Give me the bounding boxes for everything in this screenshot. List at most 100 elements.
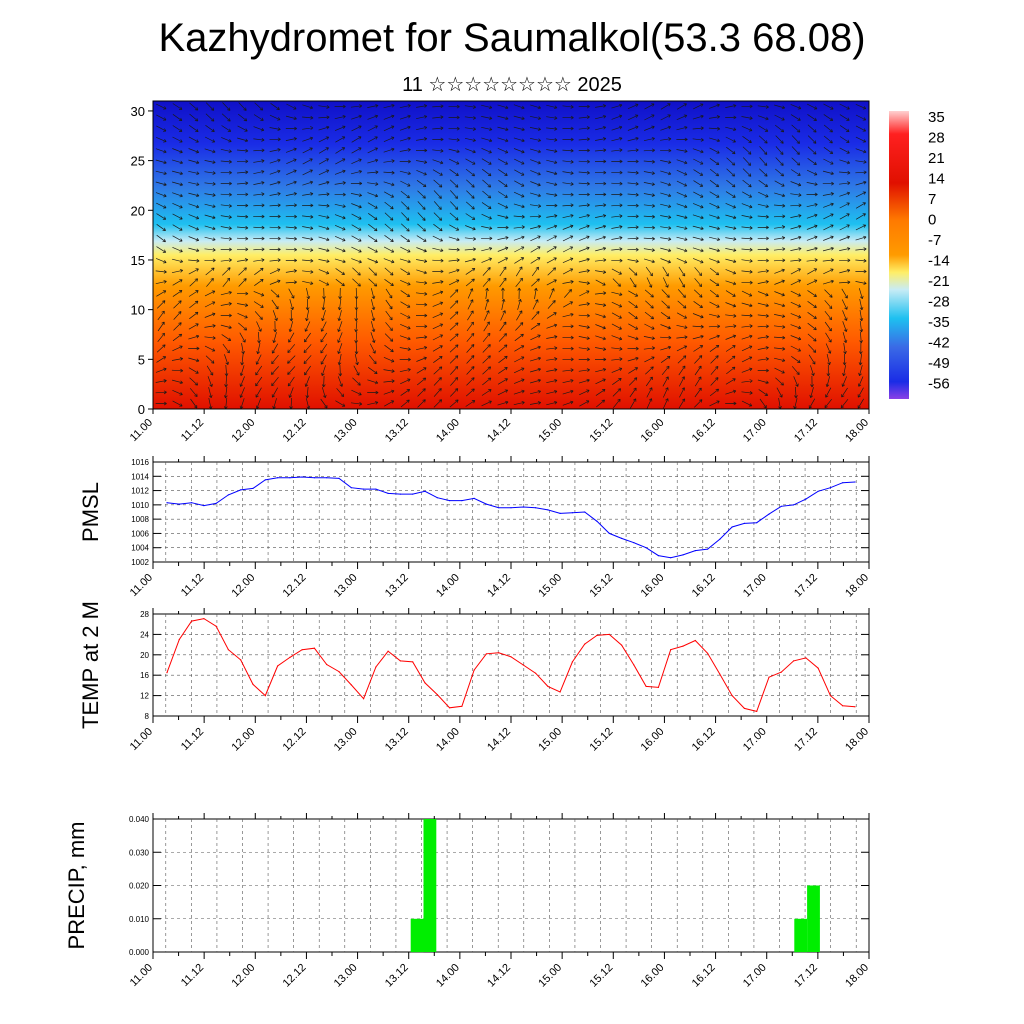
precip-x-tick-label: 15.12	[587, 962, 615, 990]
wind-arrow	[466, 179, 475, 188]
wind-arrow	[774, 225, 786, 229]
wind-arrow	[400, 389, 411, 396]
wind-arrow	[188, 148, 200, 154]
wind-arrow	[578, 336, 590, 340]
wind-arrow	[627, 335, 639, 341]
pmsl-x-tick-label: 15.00	[536, 572, 564, 600]
wind-arrow	[354, 342, 359, 355]
wind-arrow	[741, 400, 753, 407]
wind-arrow	[859, 331, 863, 344]
wind-arrow	[172, 235, 183, 242]
wind-arrow	[156, 202, 167, 209]
wind-arrow	[627, 159, 639, 164]
wind-arrow	[433, 355, 443, 363]
wind-arrow	[516, 310, 523, 321]
wind-arrow	[497, 257, 509, 264]
wind-arrow	[757, 269, 769, 273]
pmsl-x-tick-label: 13.12	[383, 572, 411, 600]
wind-arrow	[338, 287, 342, 300]
wind-arrow	[449, 289, 459, 298]
wind-arrow	[367, 182, 379, 186]
heatmap-x-tick-label: 14.12	[485, 417, 513, 445]
pmsl-point	[829, 487, 832, 489]
wind-arrow	[450, 190, 459, 199]
wind-arrow	[416, 235, 427, 242]
wind-arrow	[839, 202, 850, 209]
wind-arrow	[305, 298, 310, 311]
temp-point	[682, 645, 684, 647]
wind-arrow	[204, 236, 216, 242]
wind-arrow	[204, 345, 216, 352]
temperature-field	[153, 101, 869, 409]
colorbar-label: 0	[928, 212, 936, 229]
wind-arrow	[401, 212, 410, 221]
wind-arrow	[370, 299, 376, 311]
wind-arrow	[823, 268, 834, 275]
wind-arrow	[594, 291, 607, 295]
wind-arrow	[859, 310, 864, 322]
wind-arrow	[172, 379, 183, 385]
wind-arrow	[741, 290, 753, 297]
wind-arrow	[627, 356, 639, 362]
wind-arrow	[465, 278, 475, 287]
wind-arrow	[595, 137, 607, 141]
wind-arrow	[628, 301, 638, 309]
wind-arrow	[205, 125, 215, 133]
wind-arrow	[334, 114, 346, 120]
wind-arrow	[269, 268, 281, 275]
wind-arrow	[269, 236, 281, 241]
wind-arrow	[155, 136, 167, 143]
heatmap-x-tick-label: 12.00	[229, 417, 257, 445]
wind-arrow	[775, 135, 784, 144]
wind-arrow	[416, 180, 427, 188]
wind-arrow	[236, 247, 249, 252]
wind-arrow	[303, 344, 312, 354]
wind-arrow	[318, 225, 330, 231]
wind-arrow	[204, 136, 216, 143]
wind-arrow	[611, 301, 623, 308]
temp-x-tick-label: 16.00	[639, 726, 667, 754]
wind-arrow	[839, 247, 851, 251]
wind-arrow	[253, 291, 265, 297]
pmsl-y-axis-label: PMSL	[78, 482, 103, 542]
wind-arrow	[172, 125, 183, 132]
wind-arrow	[399, 170, 411, 176]
wind-arrow	[757, 335, 769, 339]
wind-arrow	[809, 387, 814, 399]
wind-arrow	[286, 169, 297, 176]
wind-arrow	[399, 258, 411, 264]
wind-arrow	[708, 126, 721, 131]
temp-x-tick-label: 11.12	[179, 726, 206, 753]
wind-arrow	[757, 291, 769, 297]
precip-grid	[153, 819, 869, 952]
wind-arrow	[155, 280, 167, 285]
wind-arrow	[156, 356, 167, 363]
wind-arrow	[302, 215, 314, 219]
wind-arrow	[644, 114, 655, 121]
wind-arrow	[351, 224, 362, 231]
wind-arrow	[237, 137, 249, 143]
wind-arrow	[254, 311, 263, 320]
wind-arrow	[741, 367, 753, 373]
wind-arrow	[385, 322, 393, 332]
wind-arrow	[578, 281, 590, 285]
wind-arrow	[629, 387, 637, 398]
wind-arrow	[676, 345, 688, 352]
wind-arrow	[285, 258, 297, 263]
wind-arrow	[791, 135, 800, 144]
wind-arrow	[709, 313, 721, 319]
wind-arrow	[354, 320, 358, 333]
wind-arrow	[824, 398, 832, 409]
wind-arrow	[220, 181, 232, 186]
wind-arrow	[726, 157, 736, 166]
wind-arrow	[383, 369, 395, 373]
wind-arrow	[351, 169, 362, 175]
temp-point	[522, 664, 524, 666]
wind-arrow	[741, 379, 753, 383]
wind-arrow	[498, 355, 508, 364]
wind-arrow	[807, 322, 817, 331]
wind-arrow	[450, 377, 459, 386]
wind-arrow	[253, 203, 265, 208]
wind-arrow	[628, 290, 639, 297]
wind-arrow	[807, 312, 817, 320]
